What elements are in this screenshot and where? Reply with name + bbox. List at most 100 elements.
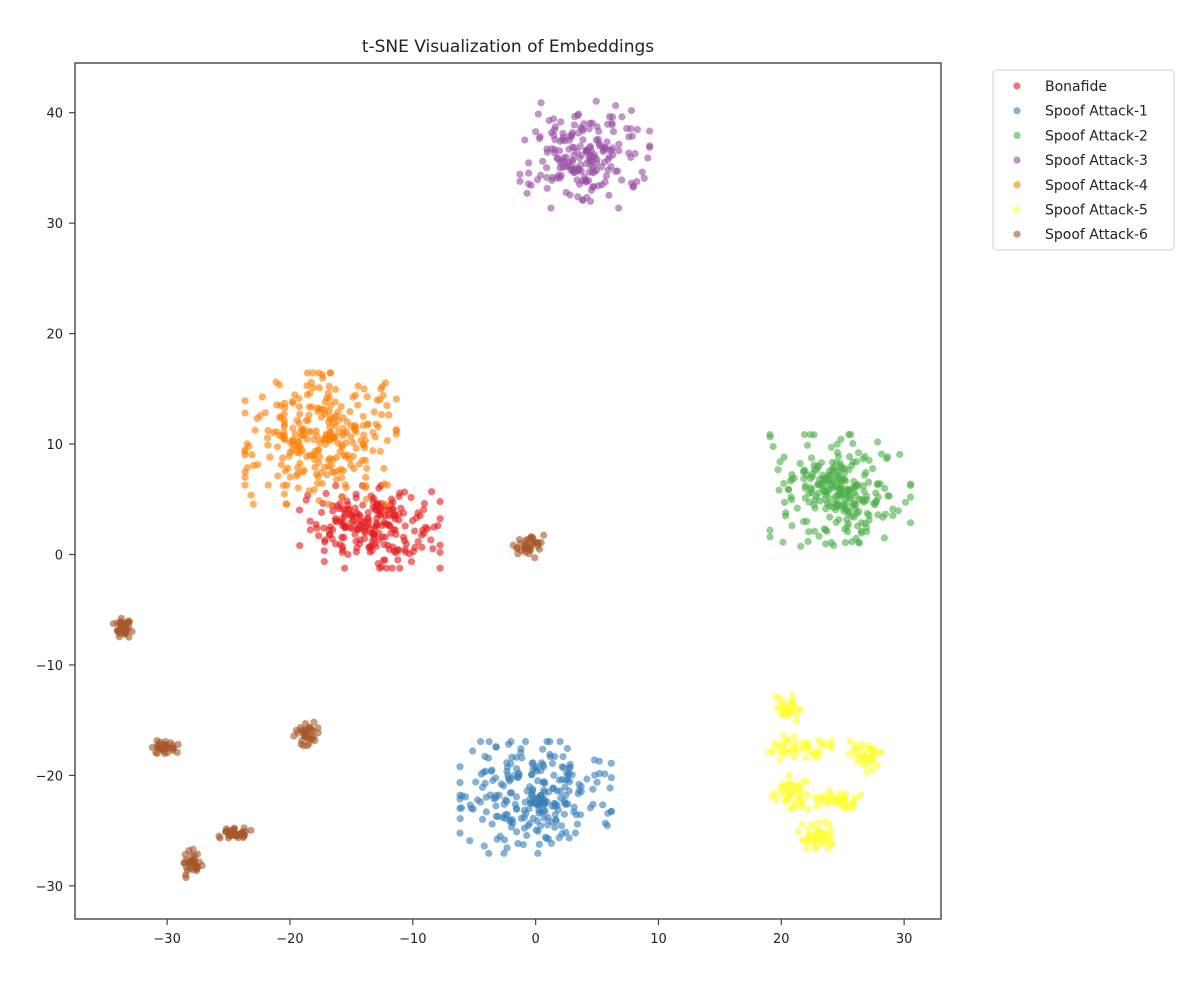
scatter-point — [552, 815, 560, 824]
scatter-point — [551, 823, 559, 831]
scatter-point — [906, 481, 915, 490]
scatter-point — [298, 426, 306, 434]
scatter-point — [843, 528, 852, 536]
scatter-point — [521, 738, 530, 746]
scatter-point — [780, 453, 788, 461]
legend-marker — [1013, 156, 1021, 164]
scatter-point — [169, 744, 177, 752]
scatter-point — [595, 769, 604, 778]
scatter-point — [810, 750, 818, 758]
scatter-point — [801, 837, 809, 845]
scatter-point — [862, 496, 870, 504]
scatter-point — [247, 826, 255, 834]
points-layer — [109, 97, 915, 882]
scatter-point — [400, 536, 409, 545]
scatter-point — [586, 142, 594, 150]
scatter-point — [535, 840, 543, 848]
scatter-point — [373, 396, 381, 404]
scatter-point — [792, 717, 801, 726]
scatter-point — [805, 831, 813, 839]
scatter-point — [879, 513, 887, 521]
scatter-point — [814, 462, 822, 470]
scatter-point — [456, 763, 464, 771]
scatter-point — [254, 461, 262, 469]
scatter-point — [338, 542, 347, 551]
scatter-point — [241, 473, 249, 481]
scatter-point — [484, 754, 492, 762]
scatter-point — [570, 121, 578, 129]
scatter-point — [544, 835, 552, 843]
scatter-point — [570, 144, 578, 152]
scatter-point — [534, 539, 542, 547]
scatter-point — [534, 110, 542, 118]
legend-label: Spoof Attack-3 — [1045, 153, 1148, 169]
scatter-point — [607, 163, 615, 171]
scatter-point — [315, 496, 323, 505]
legend-item: Spoof Attack-1 — [1013, 104, 1148, 120]
scatter-point — [467, 804, 475, 813]
scatter-point — [551, 753, 559, 761]
scatter-point — [374, 423, 382, 431]
scatter-point — [516, 177, 524, 185]
scatter-point — [785, 737, 793, 745]
scatter-point — [333, 502, 341, 510]
scatter-point — [359, 501, 367, 509]
scatter-point — [525, 169, 533, 177]
scatter-point — [359, 412, 367, 421]
scatter-point — [264, 434, 272, 442]
scatter-point — [574, 193, 582, 201]
scatter-point — [824, 844, 832, 853]
scatter-point — [125, 633, 133, 641]
scatter-point — [116, 630, 124, 638]
scatter-point — [631, 149, 639, 158]
scatter-point — [801, 743, 809, 751]
scatter-point — [823, 792, 832, 800]
scatter-point — [414, 538, 422, 546]
scatter-point — [813, 802, 821, 810]
scatter-point — [397, 504, 405, 512]
scatter-point — [383, 481, 391, 489]
scatter-point — [295, 402, 303, 411]
scatter-point — [539, 745, 547, 753]
y-tick-label: 0 — [55, 549, 63, 564]
scatter-point — [381, 512, 389, 520]
scatter-point — [327, 462, 335, 470]
scatter-point — [555, 834, 563, 842]
scatter-point — [303, 369, 311, 377]
legend-item: Spoof Attack-6 — [1013, 227, 1148, 243]
scatter-point — [533, 817, 541, 825]
scatter-point — [582, 159, 591, 168]
scatter-point — [331, 514, 340, 523]
scatter-point — [330, 468, 339, 476]
scatter-point — [563, 744, 571, 753]
scatter-point — [361, 529, 369, 537]
scatter-point — [332, 481, 340, 490]
scatter-point — [827, 741, 835, 749]
scatter-point — [884, 492, 892, 500]
scatter-point — [348, 511, 356, 519]
y-tick-label: −30 — [36, 880, 63, 895]
scatter-point — [478, 815, 487, 823]
scatter-point — [854, 449, 863, 457]
scatter-point — [308, 403, 316, 411]
scatter-point — [837, 490, 845, 498]
scatter-point — [810, 527, 819, 535]
scatter-point — [436, 564, 444, 572]
scatter-point — [482, 793, 490, 801]
scatter-point — [774, 466, 782, 474]
scatter-point — [420, 505, 428, 514]
scatter-point — [320, 547, 328, 555]
scatter-point — [557, 118, 565, 126]
scatter-point — [360, 385, 368, 393]
scatter-point — [318, 371, 326, 379]
scatter-point — [807, 454, 816, 462]
scatter-point — [808, 488, 816, 497]
scatter-point — [815, 818, 823, 827]
scatter-point — [549, 115, 558, 123]
scatter-point — [586, 119, 594, 127]
scatter-point — [274, 472, 282, 480]
scatter-point — [854, 522, 862, 530]
scatter-point — [281, 404, 289, 412]
scatter-point — [545, 788, 553, 796]
scatter-point — [198, 862, 206, 870]
